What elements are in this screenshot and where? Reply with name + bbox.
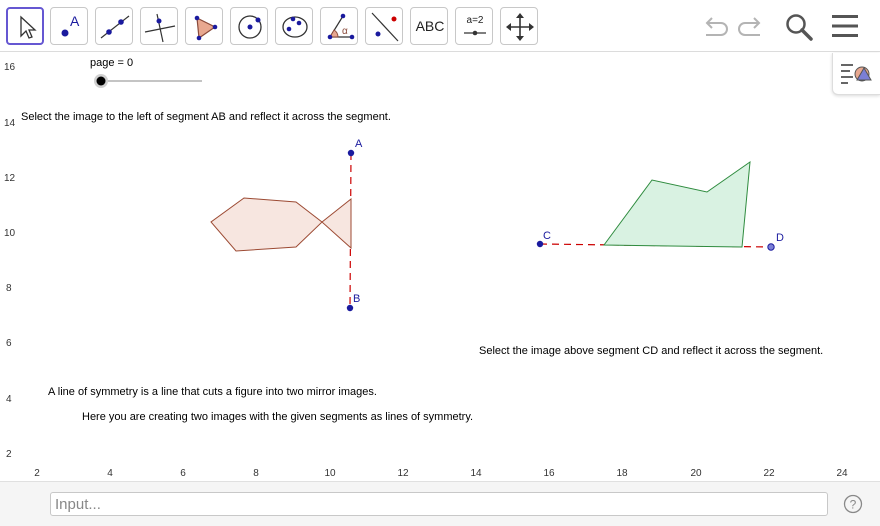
svg-text:?: ? xyxy=(850,498,857,512)
move-graphics-view-tool[interactable] xyxy=(500,7,538,45)
conic-tool[interactable] xyxy=(275,7,313,45)
point-tool-glyph: A xyxy=(70,13,80,29)
search-icon[interactable] xyxy=(783,11,815,43)
point-c[interactable] xyxy=(536,240,544,248)
hamburger-menu-icon[interactable] xyxy=(830,12,860,40)
point-icon: A xyxy=(61,13,80,37)
slider-line-icon xyxy=(464,30,486,36)
point-a-label: A xyxy=(355,138,363,150)
slider-handle[interactable] xyxy=(96,76,106,86)
help-icon[interactable]: ? xyxy=(843,494,863,514)
y-tick-label: 2 xyxy=(6,449,12,460)
slider-label: page = 0 xyxy=(90,57,133,69)
x-tick-label: 20 xyxy=(690,468,702,479)
input-bar: ? xyxy=(0,481,880,526)
line-tool[interactable] xyxy=(95,7,133,45)
point-tool[interactable]: A xyxy=(50,7,88,45)
ellipse-icon xyxy=(282,16,308,38)
angle-icon: α xyxy=(327,13,355,40)
y-tick-label: 8 xyxy=(6,283,12,294)
x-tick-label: 8 xyxy=(253,468,259,479)
x-tick-label: 12 xyxy=(397,468,409,479)
polygon-tool[interactable] xyxy=(185,7,223,45)
text-icon: ABC xyxy=(415,18,445,34)
y-tick-label: 14 xyxy=(4,118,16,129)
perpendicular-line-tool[interactable] xyxy=(140,7,178,45)
x-tick-label: 18 xyxy=(616,468,628,479)
redo-icon[interactable] xyxy=(736,13,766,41)
style-bar-button[interactable] xyxy=(832,53,880,95)
reflect-about-line-icon xyxy=(371,12,399,42)
style-bar-icon xyxy=(841,64,872,84)
y-tick-label: 12 xyxy=(4,173,16,184)
fish-polygon[interactable] xyxy=(210,197,352,252)
symmetry-definition: A line of symmetry is a line that cuts a… xyxy=(48,386,377,398)
y-tick-label: 4 xyxy=(6,394,12,405)
perpendicular-line-icon xyxy=(144,13,176,43)
y-tick-label: 6 xyxy=(6,338,12,349)
x-tick-label: 16 xyxy=(543,468,555,479)
y-axis-labels: 2 4 6 8 10 12 14 16 xyxy=(4,62,16,460)
line-through-points-icon xyxy=(100,15,130,39)
x-tick-label: 2 xyxy=(34,468,40,479)
instruction-ab: Select the image to the left of segment … xyxy=(21,111,391,123)
y-tick-label: 16 xyxy=(4,62,16,73)
x-axis-labels: 2 4 6 8 10 12 14 16 18 20 22 24 xyxy=(34,468,848,479)
angle-tool[interactable]: α xyxy=(320,7,358,45)
y-tick-label: 10 xyxy=(4,228,16,239)
x-tick-label: 6 xyxy=(180,468,186,479)
graphics-view[interactable]: 2 4 6 8 10 12 14 16 18 20 22 24 2 4 6 8 … xyxy=(0,53,880,481)
reflect-tool[interactable] xyxy=(365,7,403,45)
point-d-label: D xyxy=(776,232,784,244)
instruction-cd: Select the image above segment CD and re… xyxy=(479,345,823,357)
circle-center-point-icon xyxy=(238,15,262,39)
angle-tool-glyph: α xyxy=(342,26,348,37)
move-tool[interactable] xyxy=(6,7,44,45)
text-tool[interactable]: ABC xyxy=(410,7,448,45)
point-d[interactable] xyxy=(767,243,775,251)
move-arrows-icon xyxy=(506,13,534,41)
symmetry-task: Here you are creating two images with th… xyxy=(82,411,473,423)
green-polygon[interactable] xyxy=(603,160,751,248)
algebra-input[interactable] xyxy=(50,492,828,516)
slider-icon: a=2 xyxy=(466,15,484,26)
x-tick-label: 22 xyxy=(763,468,775,479)
point-c-label: C xyxy=(543,230,551,242)
point-b-label: B xyxy=(353,293,360,305)
point-a[interactable] xyxy=(347,149,355,157)
slider-tool[interactable]: a=2 xyxy=(455,7,493,45)
x-tick-label: 10 xyxy=(324,468,336,479)
x-tick-label: 14 xyxy=(470,468,482,479)
x-tick-label: 24 xyxy=(836,468,848,479)
x-tick-label: 4 xyxy=(107,468,113,479)
polygon-icon xyxy=(194,15,218,41)
undo-icon[interactable] xyxy=(700,13,730,41)
toolbar: A xyxy=(0,0,880,52)
circle-tool[interactable] xyxy=(230,7,268,45)
point-b[interactable] xyxy=(346,304,354,312)
cursor-arrow-icon xyxy=(20,15,37,39)
